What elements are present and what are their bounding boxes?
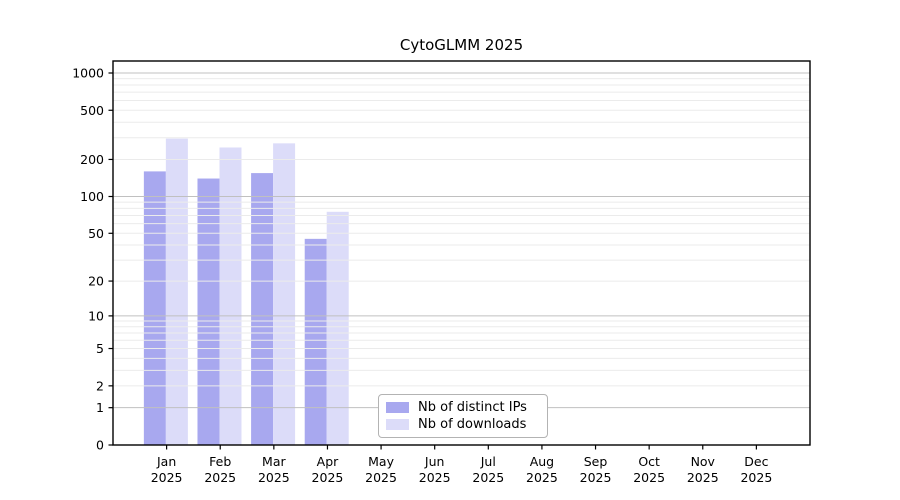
x-tick-label-year: 2025	[580, 470, 612, 485]
y-tick-label: 2	[96, 378, 104, 393]
x-tick-label-month: Aug	[530, 454, 554, 469]
x-tick-label-month: Mar	[262, 454, 286, 469]
plot-border	[112, 60, 811, 446]
x-tick-label-month: May	[368, 454, 394, 469]
x-tick-label-year: 2025	[633, 470, 665, 485]
x-tick-label-year: 2025	[365, 470, 397, 485]
y-tick-label: 200	[80, 152, 104, 167]
y-tick-label: 1000	[72, 66, 104, 81]
y-tick-label: 100	[80, 189, 104, 204]
x-tick-label-year: 2025	[151, 470, 183, 485]
x-tick-label-month: Nov	[691, 454, 716, 469]
x-tick-label-year: 2025	[258, 470, 290, 485]
x-tick-label-month: Jul	[480, 454, 496, 469]
x-tick-label-month: Apr	[317, 454, 339, 469]
x-tick-label-year: 2025	[526, 470, 558, 485]
bar-distinct-ips-jan	[143, 171, 166, 445]
x-tick-label-year: 2025	[740, 470, 772, 485]
bar-downloads-feb	[219, 147, 242, 445]
y-tick-label: 20	[88, 274, 104, 289]
y-tick-label: 500	[80, 103, 104, 118]
y-tick-label: 10	[88, 308, 104, 323]
legend-item-downloads: Nb of downloads	[386, 417, 547, 432]
bar-downloads-mar	[273, 143, 296, 445]
legend-label-distinct-ips: Nb of distinct IPs	[418, 399, 527, 415]
legend-label-downloads: Nb of downloads	[418, 417, 527, 433]
bar-downloads-apr	[326, 211, 349, 445]
legend-swatch-downloads	[386, 419, 409, 431]
y-tick-label: 0	[96, 438, 104, 453]
x-tick-label-month: Jun	[424, 454, 445, 469]
x-tick-label-month: Oct	[638, 454, 660, 469]
bar-distinct-ips-feb	[197, 178, 220, 445]
y-tick-label: 5	[96, 341, 104, 356]
x-tick-label-month: Sep	[584, 454, 608, 469]
x-tick-label-year: 2025	[687, 470, 719, 485]
x-tick-label-month: Jan	[156, 454, 176, 469]
y-tick-label: 50	[88, 226, 104, 241]
bar-downloads-jan	[165, 138, 188, 445]
legend-item-distinct-ips: Nb of distinct IPs	[386, 400, 547, 415]
legend-swatch-distinct-ips	[386, 401, 409, 413]
x-tick-label-month: Feb	[209, 454, 231, 469]
legend: Nb of distinct IPs Nb of downloads	[378, 394, 548, 438]
y-tick-label: 1	[96, 400, 104, 415]
bar-distinct-ips-mar	[251, 173, 274, 445]
x-tick-label-year: 2025	[312, 470, 344, 485]
x-tick-label-month: Dec	[744, 454, 768, 469]
chart-title: CytoGLMM 2025	[399, 36, 524, 54]
x-tick-label-year: 2025	[419, 470, 451, 485]
x-tick-label-year: 2025	[472, 470, 504, 485]
x-tick-label-year: 2025	[204, 470, 236, 485]
bar-distinct-ips-apr	[304, 238, 327, 445]
